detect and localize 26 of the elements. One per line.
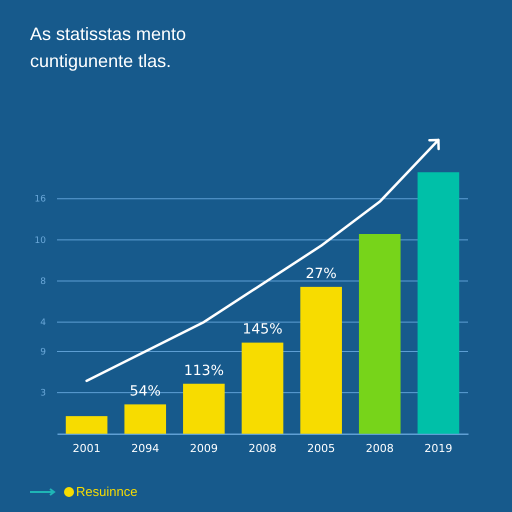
legend-label: Resuinnce (76, 484, 138, 499)
annotation: 113% (184, 362, 224, 379)
bar (358, 234, 401, 434)
annotation: 54% (130, 383, 161, 400)
text: 16 (34, 194, 46, 205)
annotation: 27% (306, 266, 337, 282)
x-tick-label: 2009 (190, 442, 218, 456)
x-tick-label: 2008 (366, 442, 394, 456)
x-tick-label: 2005 (307, 442, 336, 456)
bar (66, 416, 108, 434)
bar (418, 172, 460, 434)
x-tick-label: 2001 (72, 442, 101, 456)
text: 10 (34, 236, 46, 246)
x-tick-label: 2019 (424, 442, 452, 456)
text: 4 (40, 318, 46, 328)
bar (242, 342, 284, 434)
annotation: 145% (242, 322, 283, 338)
x-tick-label: 2094 (131, 442, 160, 456)
text: 8 (40, 276, 46, 287)
bar (124, 404, 166, 434)
text: 9 (40, 347, 46, 358)
text: 3 (40, 388, 46, 399)
x-tick-label: 2008 (248, 442, 276, 456)
bar (183, 384, 225, 434)
chart-title: As statisstas mento cuntigunente tlas. (30, 23, 188, 73)
bar (300, 286, 342, 434)
